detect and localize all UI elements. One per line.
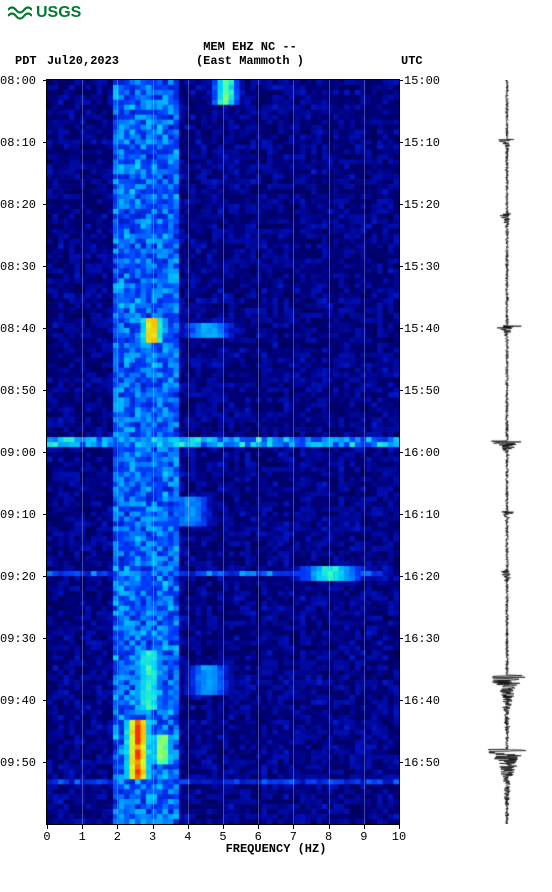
y-left-tick: 09:30 bbox=[0, 632, 42, 646]
tz-right: UTC bbox=[401, 54, 423, 68]
spectrogram-plot bbox=[47, 80, 399, 824]
y-left-tick: 08:50 bbox=[0, 384, 42, 398]
x-tick: 8 bbox=[319, 830, 339, 844]
station-name: (East Mammoth ) bbox=[170, 54, 330, 68]
y-left-tick: 09:00 bbox=[0, 446, 42, 460]
y-right-tick: 16:30 bbox=[404, 632, 446, 646]
x-tick: 2 bbox=[107, 830, 127, 844]
logo-text: USGS bbox=[36, 4, 81, 22]
y-left-tick: 08:10 bbox=[0, 136, 42, 150]
y-right-tick: 16:40 bbox=[404, 694, 446, 708]
x-tick: 9 bbox=[354, 830, 374, 844]
station-code: MEM EHZ NC -- bbox=[170, 40, 330, 54]
y-right-tick: 16:00 bbox=[404, 446, 446, 460]
y-right-tick: 15:50 bbox=[404, 384, 446, 398]
x-tick: 6 bbox=[248, 830, 268, 844]
y-left-tick: 09:50 bbox=[0, 756, 42, 770]
waveform-trace bbox=[480, 80, 534, 824]
x-tick: 10 bbox=[389, 830, 409, 844]
y-left-tick: 08:20 bbox=[0, 198, 42, 212]
y-right-tick: 15:10 bbox=[404, 136, 446, 150]
y-left-tick: 09:20 bbox=[0, 570, 42, 584]
y-right-tick: 16:50 bbox=[404, 756, 446, 770]
x-tick: 1 bbox=[72, 830, 92, 844]
x-tick: 7 bbox=[283, 830, 303, 844]
wave-icon bbox=[8, 4, 32, 22]
y-right-tick: 15:20 bbox=[404, 198, 446, 212]
y-left-tick: 08:40 bbox=[0, 322, 42, 336]
x-axis-label: FREQUENCY (HZ) bbox=[0, 842, 552, 856]
x-tick: 3 bbox=[143, 830, 163, 844]
y-right-tick: 16:10 bbox=[404, 508, 446, 522]
y-right-tick: 15:00 bbox=[404, 74, 446, 88]
y-right-tick: 16:20 bbox=[404, 570, 446, 584]
x-tick: 4 bbox=[178, 830, 198, 844]
y-left-tick: 08:00 bbox=[0, 74, 42, 88]
usgs-logo: USGS bbox=[8, 4, 81, 22]
tz-left: PDT bbox=[15, 54, 37, 68]
x-tick: 0 bbox=[37, 830, 57, 844]
y-left-tick: 09:10 bbox=[0, 508, 42, 522]
y-right-tick: 15:30 bbox=[404, 260, 446, 274]
x-tick: 5 bbox=[213, 830, 233, 844]
y-right-tick: 15:40 bbox=[404, 322, 446, 336]
y-left-tick: 09:40 bbox=[0, 694, 42, 708]
date-label: Jul20,2023 bbox=[47, 54, 119, 68]
y-left-tick: 08:30 bbox=[0, 260, 42, 274]
